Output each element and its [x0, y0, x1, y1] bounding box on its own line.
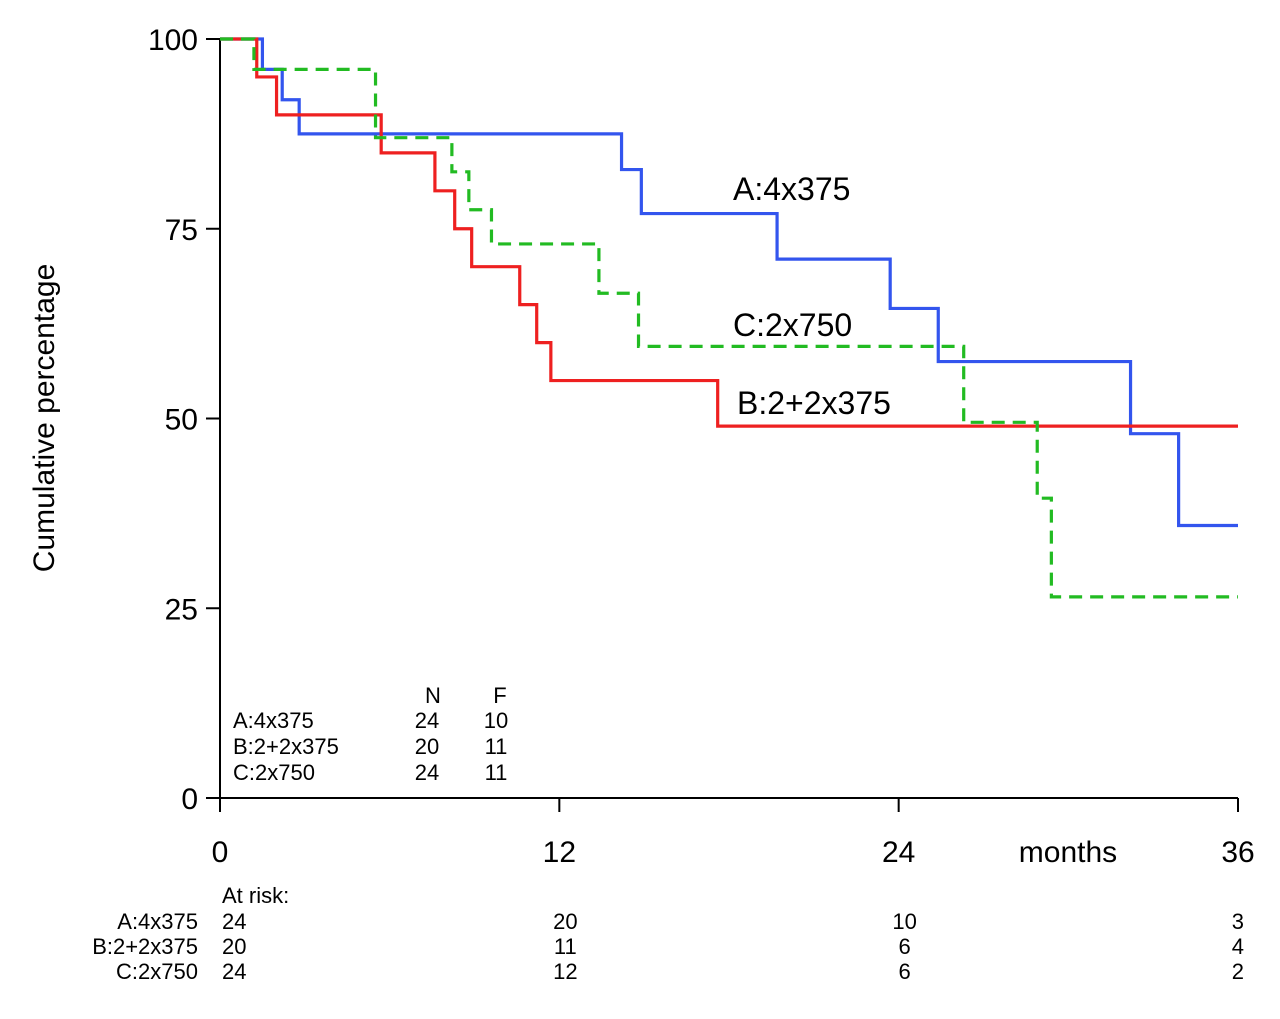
summary-header-n: N: [425, 683, 441, 708]
at-risk-value: 11: [554, 934, 577, 959]
at-risk-value: 24: [222, 959, 246, 984]
at-risk-value: 4: [1232, 934, 1244, 959]
at-risk-value: 6: [899, 959, 911, 984]
summary-row-label: B:2+2x375: [233, 734, 339, 759]
x-tick-label: 24: [882, 836, 915, 869]
x-tick-label: 0: [212, 836, 229, 869]
y-tick-label: 75: [165, 214, 198, 247]
curves: [220, 37, 1238, 599]
summary-row-f: 11: [485, 734, 508, 759]
y-tick-label: 0: [181, 783, 198, 816]
summary-row-f: 10: [484, 708, 508, 733]
at-risk-value: 20: [222, 934, 246, 959]
at-risk-value: 2: [1232, 959, 1244, 984]
axes: 0 25 50 75 100 0 12 24 36 months Cumulative percen…: [28, 24, 1255, 869]
at-risk-value: 12: [553, 959, 577, 984]
x-tick-label: 12: [543, 836, 576, 869]
at-risk-row-label: C:2x750: [116, 959, 198, 984]
series-label: A:4x375: [733, 171, 850, 207]
series-label: B:2+2x375: [737, 385, 891, 421]
series-curve-A:4x375: [220, 37, 1238, 528]
x-axis-label: months: [1019, 836, 1117, 869]
at-risk-value: 24: [222, 909, 246, 934]
y-axis-label: Cumulative percentage: [28, 264, 61, 573]
summary-row-n: 24: [415, 708, 439, 733]
at-risk-value: 6: [899, 934, 911, 959]
summary-row-label: A:4x375: [233, 708, 314, 733]
y-tick-label: 100: [148, 24, 198, 57]
summary-header-f: F: [493, 683, 506, 708]
summary-row-n: 24: [415, 760, 439, 785]
at-risk-value: 20: [553, 909, 577, 934]
at-risk-value: 3: [1232, 909, 1244, 934]
summary-row-n: 20: [415, 734, 439, 759]
y-tick-label: 50: [165, 404, 198, 437]
series-curve-B:2+2x375: [220, 37, 1238, 428]
at-risk-row-label: A:4x375: [117, 909, 198, 934]
summary-table: N F A:4x375 24 10 B:2+2x375 20 11 C:2x750 24 11: [233, 683, 508, 785]
summary-row-f: 11: [485, 760, 508, 785]
at-risk-row-label: B:2+2x375: [92, 934, 198, 959]
at-risk-title: At risk:: [222, 883, 289, 908]
summary-row-label: C:2x750: [233, 760, 315, 785]
y-tick-label: 25: [165, 593, 198, 626]
x-tick-label: 36: [1221, 836, 1254, 869]
at-risk-table: At risk:A:4x375 24 20 10 3B:2+2x375 20 11 6 4C:2…: [92, 883, 1244, 984]
at-risk-value: 10: [892, 909, 916, 934]
series-labels: A:4x375 B:2+2x375 C:2x750: [733, 171, 891, 421]
series-label: C:2x750: [733, 307, 852, 343]
series-curve-C:2x750: [220, 37, 1238, 599]
